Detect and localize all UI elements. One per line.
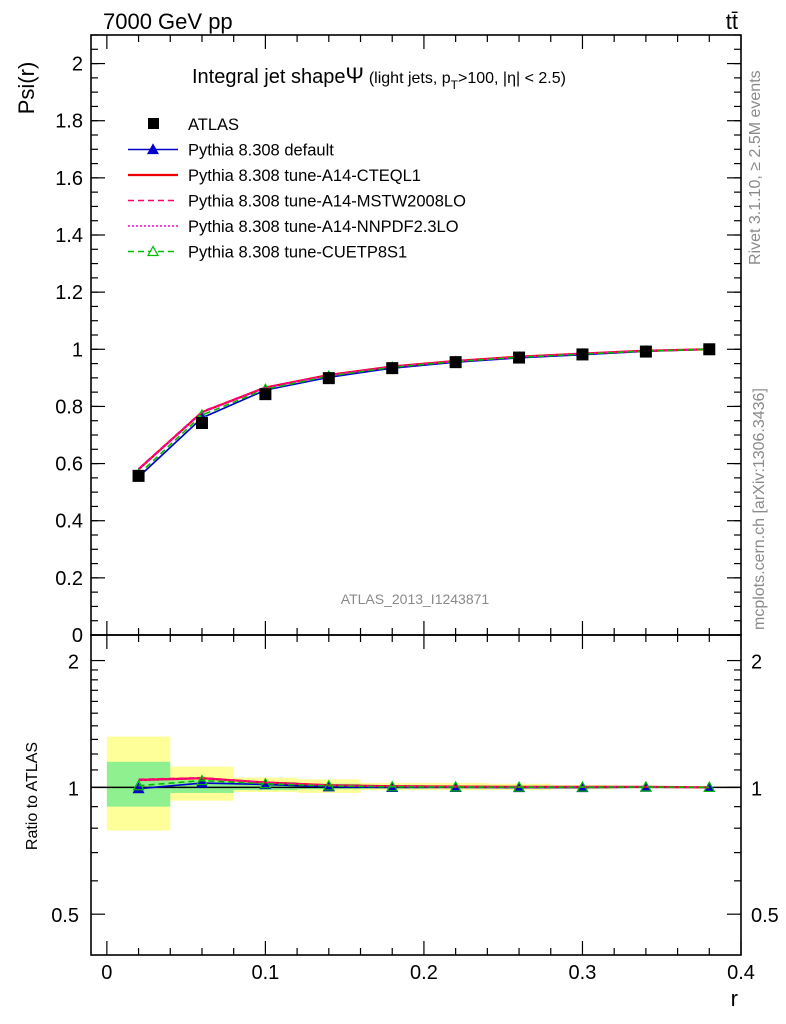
ratio-point — [132, 779, 145, 791]
legend-marker — [146, 143, 160, 155]
data-point — [576, 348, 589, 361]
analysis-id-watermark: ATLAS_2013_I1243871 — [341, 591, 490, 607]
ratio-y-tick-label-right: 2 — [751, 652, 762, 674]
ratio-y-tick-label-right: 1 — [751, 778, 762, 800]
ratio-point — [513, 780, 526, 792]
ratio-y-tick-label: 1 — [68, 778, 79, 800]
x-tick-label: 0.4 — [727, 962, 755, 984]
legend-item-pythia-8-308-tune-a14-cteql1: Pythia 8.308 tune-A14-CTEQL1 — [128, 167, 421, 185]
legend-label: ATLAS — [188, 116, 239, 134]
legend-label: Pythia 8.308 tune-A14-NNPDF2.3LO — [188, 218, 459, 236]
y-tick-label: 1.8 — [55, 111, 83, 133]
y-tick-label: 2 — [72, 54, 83, 76]
ratio-y-tick-label: 0.5 — [51, 905, 79, 927]
series-pythia-8-308-tune-a14-nnpdf2-3lo — [138, 348, 710, 471]
ratio-y-tick-label-right: 0.5 — [751, 905, 779, 927]
mcplots-label: mcplots.cern.ch [arXiv:1306.3436] — [751, 388, 768, 630]
data-point — [195, 417, 208, 429]
y-tick-label: 1.2 — [55, 282, 83, 304]
legend-item-pythia-8-308-default: Pythia 8.308 default — [128, 142, 334, 160]
y-tick-label: 0.6 — [55, 454, 83, 476]
legend-marker — [148, 118, 159, 129]
legend: ATLAS Pythia 8.308 default Pythia 8.308 tu… — [128, 116, 466, 262]
y-tick-label: 0 — [72, 625, 83, 647]
legend-label: Pythia 8.308 tune-A14-MSTW2008LO — [188, 193, 466, 211]
x-tick-label: 0.3 — [569, 962, 597, 984]
rivet-version-label: Rivet 3.1.10, ≥ 2.5M events — [747, 70, 764, 265]
x-tick-label: 0 — [101, 962, 112, 984]
data-point — [132, 469, 145, 482]
ratio-plot-panel: 0.5 0.51 12 2 0 0.1 0.2 0.3 0.4 Ratio to ATLAS … — [24, 634, 779, 1011]
main-y-axis-label: Psi(r) — [14, 62, 39, 115]
header-process-label: tt̄ — [726, 9, 738, 34]
data-point — [703, 343, 716, 356]
ratio-point — [449, 780, 462, 792]
data-point — [322, 372, 335, 385]
legend-label: Pythia 8.308 tune-CUETP8S1 — [188, 244, 407, 262]
ratio-line — [138, 779, 710, 789]
ratio-point — [195, 774, 208, 786]
data-point — [386, 362, 399, 375]
legend-marker — [146, 245, 160, 257]
y-tick-label: 0.8 — [55, 396, 83, 418]
main-plot-panel: 0 0.2 0.4 0.6 0.8 1 1.2 1.4 1.6 1.8 2 Psi(r) Integ… — [14, 34, 742, 647]
y-tick-label: 0.2 — [55, 568, 83, 590]
series-line — [138, 348, 710, 476]
legend-item-atlas: ATLAS — [148, 116, 239, 134]
legend-item-pythia-8-308-tune-cuetp8s1: Pythia 8.308 tune-CUETP8S1 — [128, 244, 407, 262]
ratio-point — [322, 779, 335, 791]
series-atlas — [132, 343, 716, 482]
series-line — [138, 348, 710, 471]
ratio-point — [576, 780, 589, 792]
y-tick-label: 1 — [72, 339, 83, 361]
ratio-point — [386, 780, 399, 792]
ratio-y-tick-label: 2 — [68, 652, 79, 674]
ratio-point — [703, 781, 716, 792]
series-line — [138, 348, 710, 478]
data-point — [449, 356, 462, 369]
series-line — [137, 348, 710, 471]
legend-label: Pythia 8.308 tune-A14-CTEQL1 — [188, 167, 421, 185]
y-tick-label: 0.4 — [55, 511, 83, 533]
header-energy-label: 7000 GeV pp — [103, 9, 233, 34]
legend-label: Pythia 8.308 default — [188, 142, 334, 160]
ratio-series-pythia-8-308-tune-cuetp8s1 — [132, 774, 716, 792]
legend-item-pythia-8-308-tune-a14-nnpdf2-3lo: Pythia 8.308 tune-A14-NNPDF2.3LO — [128, 218, 459, 236]
ratio-point — [132, 782, 145, 794]
x-axis-label: r — [731, 986, 738, 1011]
x-tick-label: 0.2 — [410, 962, 438, 984]
ratio-y-axis-label: Ratio to ATLAS — [24, 742, 41, 850]
x-tick-label: 0.1 — [251, 962, 279, 984]
legend-item-pythia-8-308-tune-a14-mstw2008lo: Pythia 8.308 tune-A14-MSTW2008LO — [128, 193, 466, 211]
series-pythia-8-308-tune-cuetp8s1 — [132, 343, 716, 480]
ratio-point — [639, 780, 652, 792]
y-tick-label: 1.6 — [55, 168, 83, 190]
ratio-point — [259, 777, 272, 789]
chart-title: Integral jet shapeΨ (light jets, pT>100, … — [192, 63, 566, 92]
ratio-plot-frame — [90, 634, 742, 956]
data-point — [259, 388, 272, 401]
series-pythia-8-308-tune-a14-cteql1 — [137, 348, 710, 471]
data-point — [639, 345, 652, 358]
data-point — [513, 351, 526, 364]
y-tick-label: 1.4 — [55, 225, 83, 247]
